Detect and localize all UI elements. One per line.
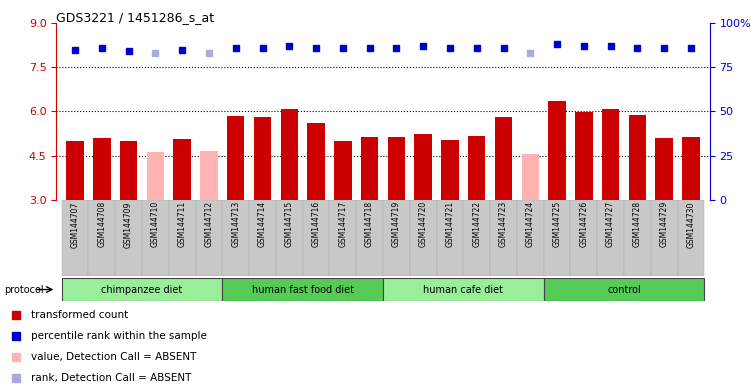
Bar bbox=[334, 141, 351, 200]
Bar bbox=[201, 151, 218, 200]
Text: GSM144709: GSM144709 bbox=[124, 201, 133, 248]
Bar bbox=[195, 200, 222, 276]
Text: protocol: protocol bbox=[4, 285, 44, 295]
Bar bbox=[93, 138, 110, 200]
Bar bbox=[249, 200, 276, 276]
Bar bbox=[62, 278, 222, 301]
Text: GSM144711: GSM144711 bbox=[178, 201, 187, 247]
Bar bbox=[227, 116, 244, 200]
Text: GSM144730: GSM144730 bbox=[686, 201, 695, 248]
Text: GSM144708: GSM144708 bbox=[98, 201, 107, 247]
Bar bbox=[120, 141, 137, 200]
Bar bbox=[169, 200, 195, 276]
Bar bbox=[383, 200, 410, 276]
Text: chimpanzee diet: chimpanzee diet bbox=[101, 285, 182, 295]
Bar bbox=[356, 200, 383, 276]
Text: GSM144719: GSM144719 bbox=[392, 201, 401, 247]
Bar bbox=[254, 117, 271, 200]
Bar bbox=[624, 200, 651, 276]
Bar bbox=[66, 141, 84, 200]
Bar bbox=[142, 200, 169, 276]
Text: GSM144710: GSM144710 bbox=[151, 201, 160, 247]
Bar bbox=[544, 200, 571, 276]
Text: GSM144721: GSM144721 bbox=[445, 201, 454, 247]
Bar bbox=[517, 200, 544, 276]
Text: rank, Detection Call = ABSENT: rank, Detection Call = ABSENT bbox=[32, 373, 192, 383]
Bar bbox=[307, 123, 324, 200]
Text: human fast food diet: human fast food diet bbox=[252, 285, 354, 295]
Bar bbox=[146, 152, 164, 200]
Bar bbox=[490, 200, 517, 276]
Text: GSM144724: GSM144724 bbox=[526, 201, 535, 247]
Text: GSM144715: GSM144715 bbox=[285, 201, 294, 247]
Bar bbox=[173, 139, 191, 200]
Text: GSM144716: GSM144716 bbox=[312, 201, 321, 247]
Text: GSM144720: GSM144720 bbox=[418, 201, 427, 247]
Text: GSM144729: GSM144729 bbox=[659, 201, 668, 247]
Bar bbox=[361, 137, 379, 200]
Text: GSM144712: GSM144712 bbox=[204, 201, 213, 247]
Text: GDS3221 / 1451286_s_at: GDS3221 / 1451286_s_at bbox=[56, 12, 215, 25]
Text: GSM144723: GSM144723 bbox=[499, 201, 508, 247]
Bar bbox=[415, 134, 432, 200]
Text: transformed count: transformed count bbox=[32, 310, 128, 321]
Bar bbox=[388, 137, 405, 200]
Bar bbox=[544, 278, 704, 301]
Text: GSM144726: GSM144726 bbox=[579, 201, 588, 247]
Text: GSM144728: GSM144728 bbox=[633, 201, 642, 247]
Text: GSM144722: GSM144722 bbox=[472, 201, 481, 247]
Bar bbox=[62, 200, 89, 276]
Bar bbox=[597, 200, 624, 276]
Bar bbox=[575, 112, 593, 200]
Bar bbox=[468, 136, 485, 200]
Bar bbox=[602, 109, 620, 200]
Bar bbox=[89, 200, 115, 276]
Text: human cafe diet: human cafe diet bbox=[424, 285, 503, 295]
Bar bbox=[303, 200, 330, 276]
Bar bbox=[677, 200, 704, 276]
Text: GSM144727: GSM144727 bbox=[606, 201, 615, 247]
Text: GSM144725: GSM144725 bbox=[553, 201, 562, 247]
Bar bbox=[115, 200, 142, 276]
Bar bbox=[383, 278, 544, 301]
Bar bbox=[276, 200, 303, 276]
Bar bbox=[463, 200, 490, 276]
Bar bbox=[330, 200, 356, 276]
Bar bbox=[629, 115, 646, 200]
Bar bbox=[281, 109, 298, 200]
Bar bbox=[436, 200, 463, 276]
Bar bbox=[651, 200, 677, 276]
Bar bbox=[495, 117, 512, 200]
Bar bbox=[410, 200, 436, 276]
Bar bbox=[548, 101, 566, 200]
Bar bbox=[522, 154, 539, 200]
Text: control: control bbox=[607, 285, 641, 295]
Bar bbox=[571, 200, 597, 276]
Text: GSM144717: GSM144717 bbox=[339, 201, 348, 247]
Bar bbox=[222, 278, 383, 301]
Bar bbox=[442, 140, 459, 200]
Bar bbox=[682, 137, 700, 200]
Text: value, Detection Call = ABSENT: value, Detection Call = ABSENT bbox=[32, 353, 197, 362]
Text: GSM144714: GSM144714 bbox=[258, 201, 267, 247]
Text: GSM144718: GSM144718 bbox=[365, 201, 374, 247]
Bar bbox=[222, 200, 249, 276]
Bar bbox=[656, 139, 673, 200]
Text: GSM144707: GSM144707 bbox=[71, 201, 80, 248]
Text: GSM144713: GSM144713 bbox=[231, 201, 240, 247]
Text: percentile rank within the sample: percentile rank within the sample bbox=[32, 331, 207, 341]
